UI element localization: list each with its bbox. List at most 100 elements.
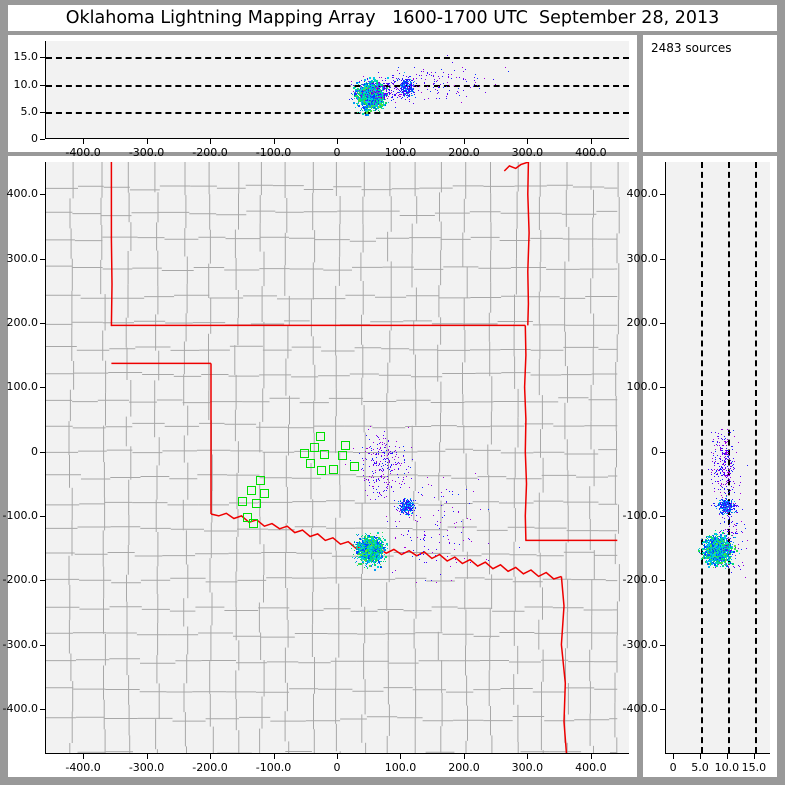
lightning-source-point: [406, 93, 408, 95]
lightning-source-point: [413, 78, 414, 80]
lightning-source-point: [408, 96, 410, 98]
lightning-source-point: [385, 86, 387, 87]
lightning-source-point: [386, 94, 388, 96]
lightning-source-point: [424, 98, 426, 100]
x-tick-mark: [146, 139, 148, 144]
lightning-source-point: [408, 87, 410, 89]
lightning-source-point: [358, 90, 360, 92]
lightning-source-point: [372, 82, 374, 84]
lightning-source-point: [375, 83, 377, 85]
lightning-source-point: [441, 75, 443, 77]
lightning-source-point: [350, 545, 352, 547]
lightning-source-point: [363, 109, 365, 111]
lightning-source-point: [395, 93, 397, 95]
lightning-source-point: [406, 78, 408, 80]
lma-station-marker: [237, 496, 247, 506]
lightning-source-point: [355, 98, 357, 100]
lightning-source-point: [373, 108, 375, 110]
lightning-source-point: [396, 88, 398, 90]
lightning-source-point: [386, 83, 387, 85]
lightning-source-point: [375, 109, 376, 111]
x-tick-mark: [337, 139, 338, 144]
lightning-source-point: [401, 93, 403, 95]
lightning-source-point: [469, 86, 471, 88]
lightning-source-point: [368, 83, 370, 84]
lightning-source-point: [382, 536, 384, 538]
lightning-source-point: [397, 69, 399, 71]
lma-station-marker: [315, 432, 325, 442]
lightning-source-point: [437, 93, 438, 95]
lightning-source-point: [374, 568, 376, 571]
lightning-source-point: [351, 92, 353, 94]
lma-station-marker: [248, 518, 258, 528]
lightning-source-point: [407, 85, 409, 87]
lightning-source-point: [382, 82, 384, 84]
lightning-source-point: [368, 100, 370, 102]
lightning-source-point: [432, 84, 434, 86]
page-title: Oklahoma Lightning Mapping Array 1600-17…: [65, 8, 720, 28]
lightning-source-point: [495, 83, 497, 85]
lightning-source-point: [356, 544, 359, 546]
lightning-source-point: [448, 89, 450, 91]
lightning-source-point: [377, 101, 380, 104]
lightning-source-point: [385, 79, 387, 81]
lightning-source-point: [405, 86, 407, 88]
lightning-source-point: [386, 76, 389, 79]
lightning-source-point: [383, 102, 385, 104]
lightning-source-point: [369, 97, 371, 99]
lightning-source-point: [408, 95, 410, 96]
lightning-source-point: [361, 103, 363, 105]
lightning-source-point: [404, 80, 406, 82]
lightning-source-point: [437, 90, 438, 92]
lightning-source-point: [363, 566, 365, 568]
lightning-source-point: [457, 87, 459, 89]
lightning-source-point: [355, 561, 357, 562]
lightning-source-point: [360, 109, 362, 111]
lightning-source-point: [382, 554, 383, 556]
lightning-source-point: [368, 109, 371, 111]
lightning-source-point: [404, 99, 406, 101]
lightning-source-point: [405, 82, 407, 84]
lightning-source-point: [450, 74, 452, 76]
lightning-source-point: [363, 101, 365, 103]
lightning-source-point: [360, 80, 362, 82]
lightning-source-point: [362, 104, 364, 106]
lightning-source-point: [360, 84, 362, 86]
lightning-source-point: [413, 88, 415, 89]
lightning-source-point: [357, 97, 359, 99]
lightning-source-point: [395, 81, 397, 83]
lightning-source-point: [438, 86, 440, 88]
lightning-source-point: [507, 70, 509, 72]
lightning-source-point: [464, 68, 466, 70]
lightning-source-point: [369, 101, 372, 104]
lightning-source-point: [393, 87, 395, 89]
lightning-source-point: [392, 76, 394, 78]
lightning-source-point: [366, 533, 368, 535]
lightning-source-point: [396, 87, 398, 89]
lightning-source-point: [384, 560, 386, 562]
lma-station-marker: [299, 449, 309, 459]
lightning-source-point: [356, 90, 357, 92]
lightning-source-point: [380, 102, 382, 104]
lightning-source-point: [423, 71, 425, 73]
lightning-source-point: [364, 109, 367, 112]
lightning-source-point: [366, 109, 367, 111]
lightning-source-point: [358, 553, 360, 555]
lma-station-marker: [340, 440, 350, 450]
lightning-source-point: [381, 93, 383, 95]
lightning-source-point: [395, 106, 397, 108]
lightning-source-point: [364, 83, 366, 85]
lightning-source-point: [375, 96, 377, 98]
lightning-source-point: [477, 85, 479, 87]
lma-station-marker: [309, 442, 319, 452]
lightning-source-point: [484, 92, 486, 94]
lightning-source-point: [458, 95, 460, 97]
lightning-source-point: [383, 89, 385, 91]
lightning-source-point: [386, 89, 387, 91]
lightning-source-point: [391, 96, 393, 97]
lightning-source-point: [361, 86, 363, 88]
lightning-source-point: [394, 101, 396, 103]
lightning-source-point: [446, 98, 448, 100]
lightning-source-point: [388, 91, 389, 93]
lightning-source-point: [374, 100, 376, 102]
